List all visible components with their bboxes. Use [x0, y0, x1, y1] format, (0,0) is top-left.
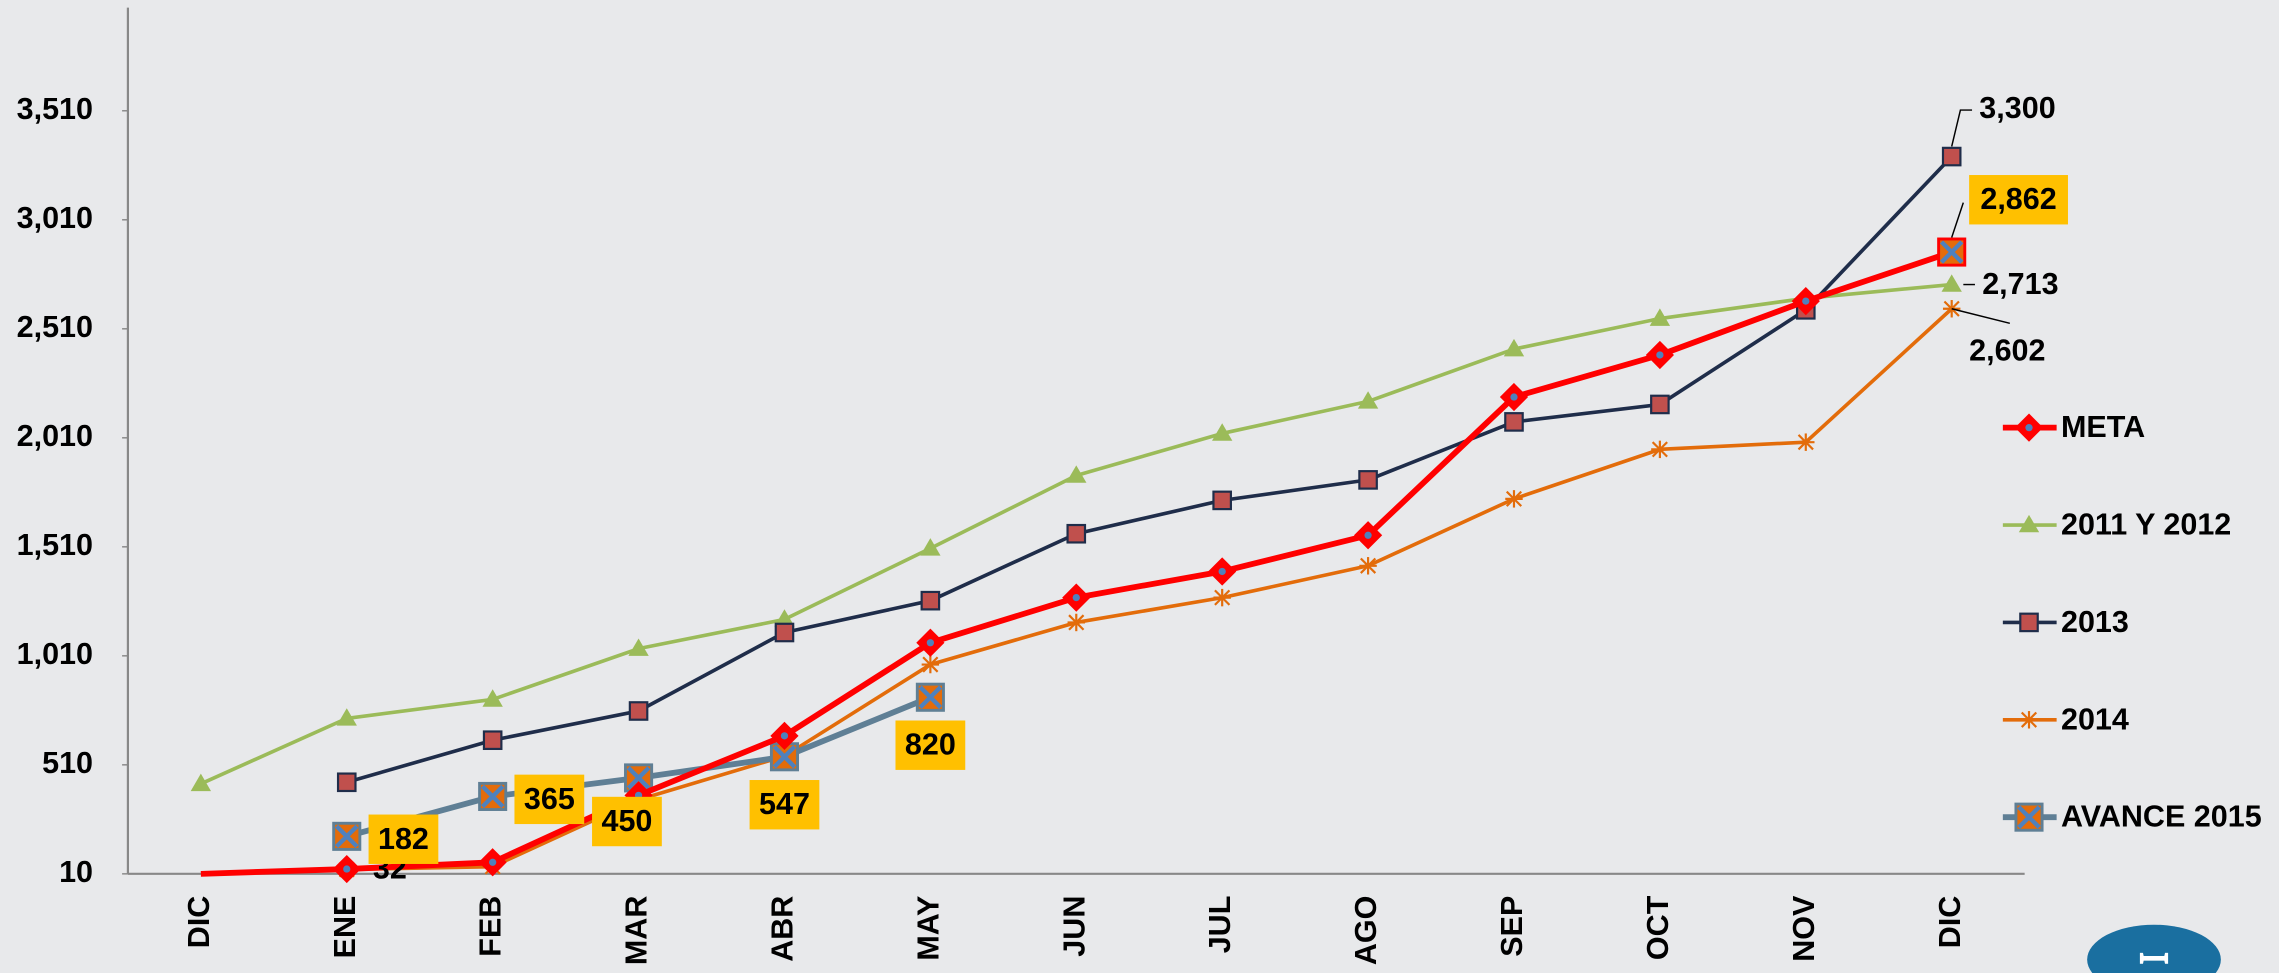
x-tick-label: MAY — [911, 896, 945, 961]
leader-line — [1950, 109, 1973, 147]
marker — [1358, 470, 1378, 490]
leader-line — [1951, 308, 2011, 324]
y-tick-label: 3,510 — [17, 92, 93, 126]
legend-label: 2011 Y 2012 — [2061, 508, 2231, 542]
marker — [478, 781, 508, 811]
data-label-box — [514, 774, 585, 825]
legend-label: AVANCE 2015 — [2061, 800, 2262, 834]
marker — [915, 682, 945, 712]
marker — [2014, 802, 2044, 832]
x-tick-label: FEB — [474, 896, 508, 957]
data-label: 365 — [524, 782, 575, 816]
x-tick-label: JUL — [1203, 896, 1237, 954]
data-label-box — [749, 780, 820, 830]
y-tick-label: 2,510 — [17, 310, 93, 344]
marker — [1941, 274, 1962, 292]
marker — [1066, 465, 1087, 483]
marker — [332, 821, 362, 851]
logo: ꟷ — [2087, 924, 2221, 973]
marker — [1645, 340, 1674, 370]
x-tick-label: JUN — [1057, 896, 1091, 957]
data-label: 547 — [759, 787, 810, 821]
svg-text:ꟷ: ꟷ — [2139, 939, 2170, 973]
marker — [1353, 521, 1383, 550]
marker — [2014, 413, 2044, 442]
data-label-box — [368, 814, 439, 864]
marker — [332, 854, 361, 884]
data-label: 820 — [905, 728, 956, 762]
y-tick-label: 10 — [59, 855, 93, 889]
legend-label: META — [2061, 410, 2145, 444]
marker — [2020, 711, 2038, 729]
marker — [770, 721, 799, 750]
marker — [1212, 490, 1232, 511]
marker — [774, 609, 795, 627]
data-label-box — [592, 796, 662, 847]
x-tick-label: ABR — [766, 896, 800, 962]
marker — [920, 590, 941, 611]
marker — [336, 772, 357, 793]
y-tick-label: 1,010 — [17, 637, 93, 671]
marker — [628, 638, 649, 656]
y-tick-label: 510 — [42, 746, 93, 780]
x-tick-label: ENE — [328, 896, 362, 959]
y-tick-label: 1,510 — [17, 528, 93, 562]
data-label: 3,300 — [1979, 91, 2055, 125]
marker — [1937, 237, 1967, 267]
marker — [1213, 588, 1231, 607]
data-label: 2,602 — [1969, 333, 2045, 367]
marker — [336, 708, 357, 726]
marker — [1212, 423, 1233, 441]
marker — [1503, 338, 1525, 357]
data-label-box — [1969, 175, 2068, 225]
marker — [190, 773, 212, 792]
marker — [1357, 391, 1379, 409]
data-label: 2,862 — [1980, 182, 2056, 216]
marker — [1941, 146, 1962, 167]
marker — [1062, 583, 1091, 612]
marker — [774, 622, 795, 643]
x-tick-label: DIC — [1933, 896, 1967, 949]
marker — [916, 628, 945, 657]
legend-label: 2014 — [2061, 702, 2129, 736]
marker — [1791, 287, 1820, 316]
marker — [482, 689, 503, 707]
marker — [1359, 557, 1377, 575]
series-line — [346, 155, 1954, 785]
marker — [1649, 308, 1671, 326]
marker — [1208, 557, 1237, 586]
marker — [2018, 514, 2040, 533]
marker — [1505, 490, 1523, 508]
marker — [920, 538, 941, 556]
x-tick-label: SEP — [1495, 896, 1529, 957]
data-label: 182 — [378, 822, 429, 856]
marker — [1650, 394, 1670, 415]
marker — [1797, 433, 1815, 451]
marker — [1651, 440, 1669, 459]
legend-label: 2013 — [2061, 605, 2129, 639]
marker — [921, 655, 940, 674]
marker — [482, 730, 503, 751]
x-tick-label: AGO — [1349, 896, 1383, 966]
marker — [1499, 382, 1529, 412]
marker — [628, 701, 649, 721]
x-tick-label: OCT — [1641, 895, 1675, 960]
x-tick-label: DIC — [182, 896, 216, 949]
marker — [478, 848, 507, 877]
marker — [1504, 412, 1524, 432]
data-label: 450 — [601, 804, 652, 838]
y-tick-label: 2,010 — [17, 419, 93, 453]
y-tick-label: 3,010 — [17, 201, 93, 235]
marker — [1067, 613, 1085, 632]
x-tick-label: MAR — [620, 896, 654, 965]
x-tick-label: NOV — [1787, 895, 1821, 962]
marker — [1066, 523, 1087, 544]
marker — [2019, 612, 2039, 633]
data-label-box — [895, 720, 966, 770]
leader-line — [1951, 202, 1965, 238]
data-label: 2,713 — [1982, 267, 2058, 301]
